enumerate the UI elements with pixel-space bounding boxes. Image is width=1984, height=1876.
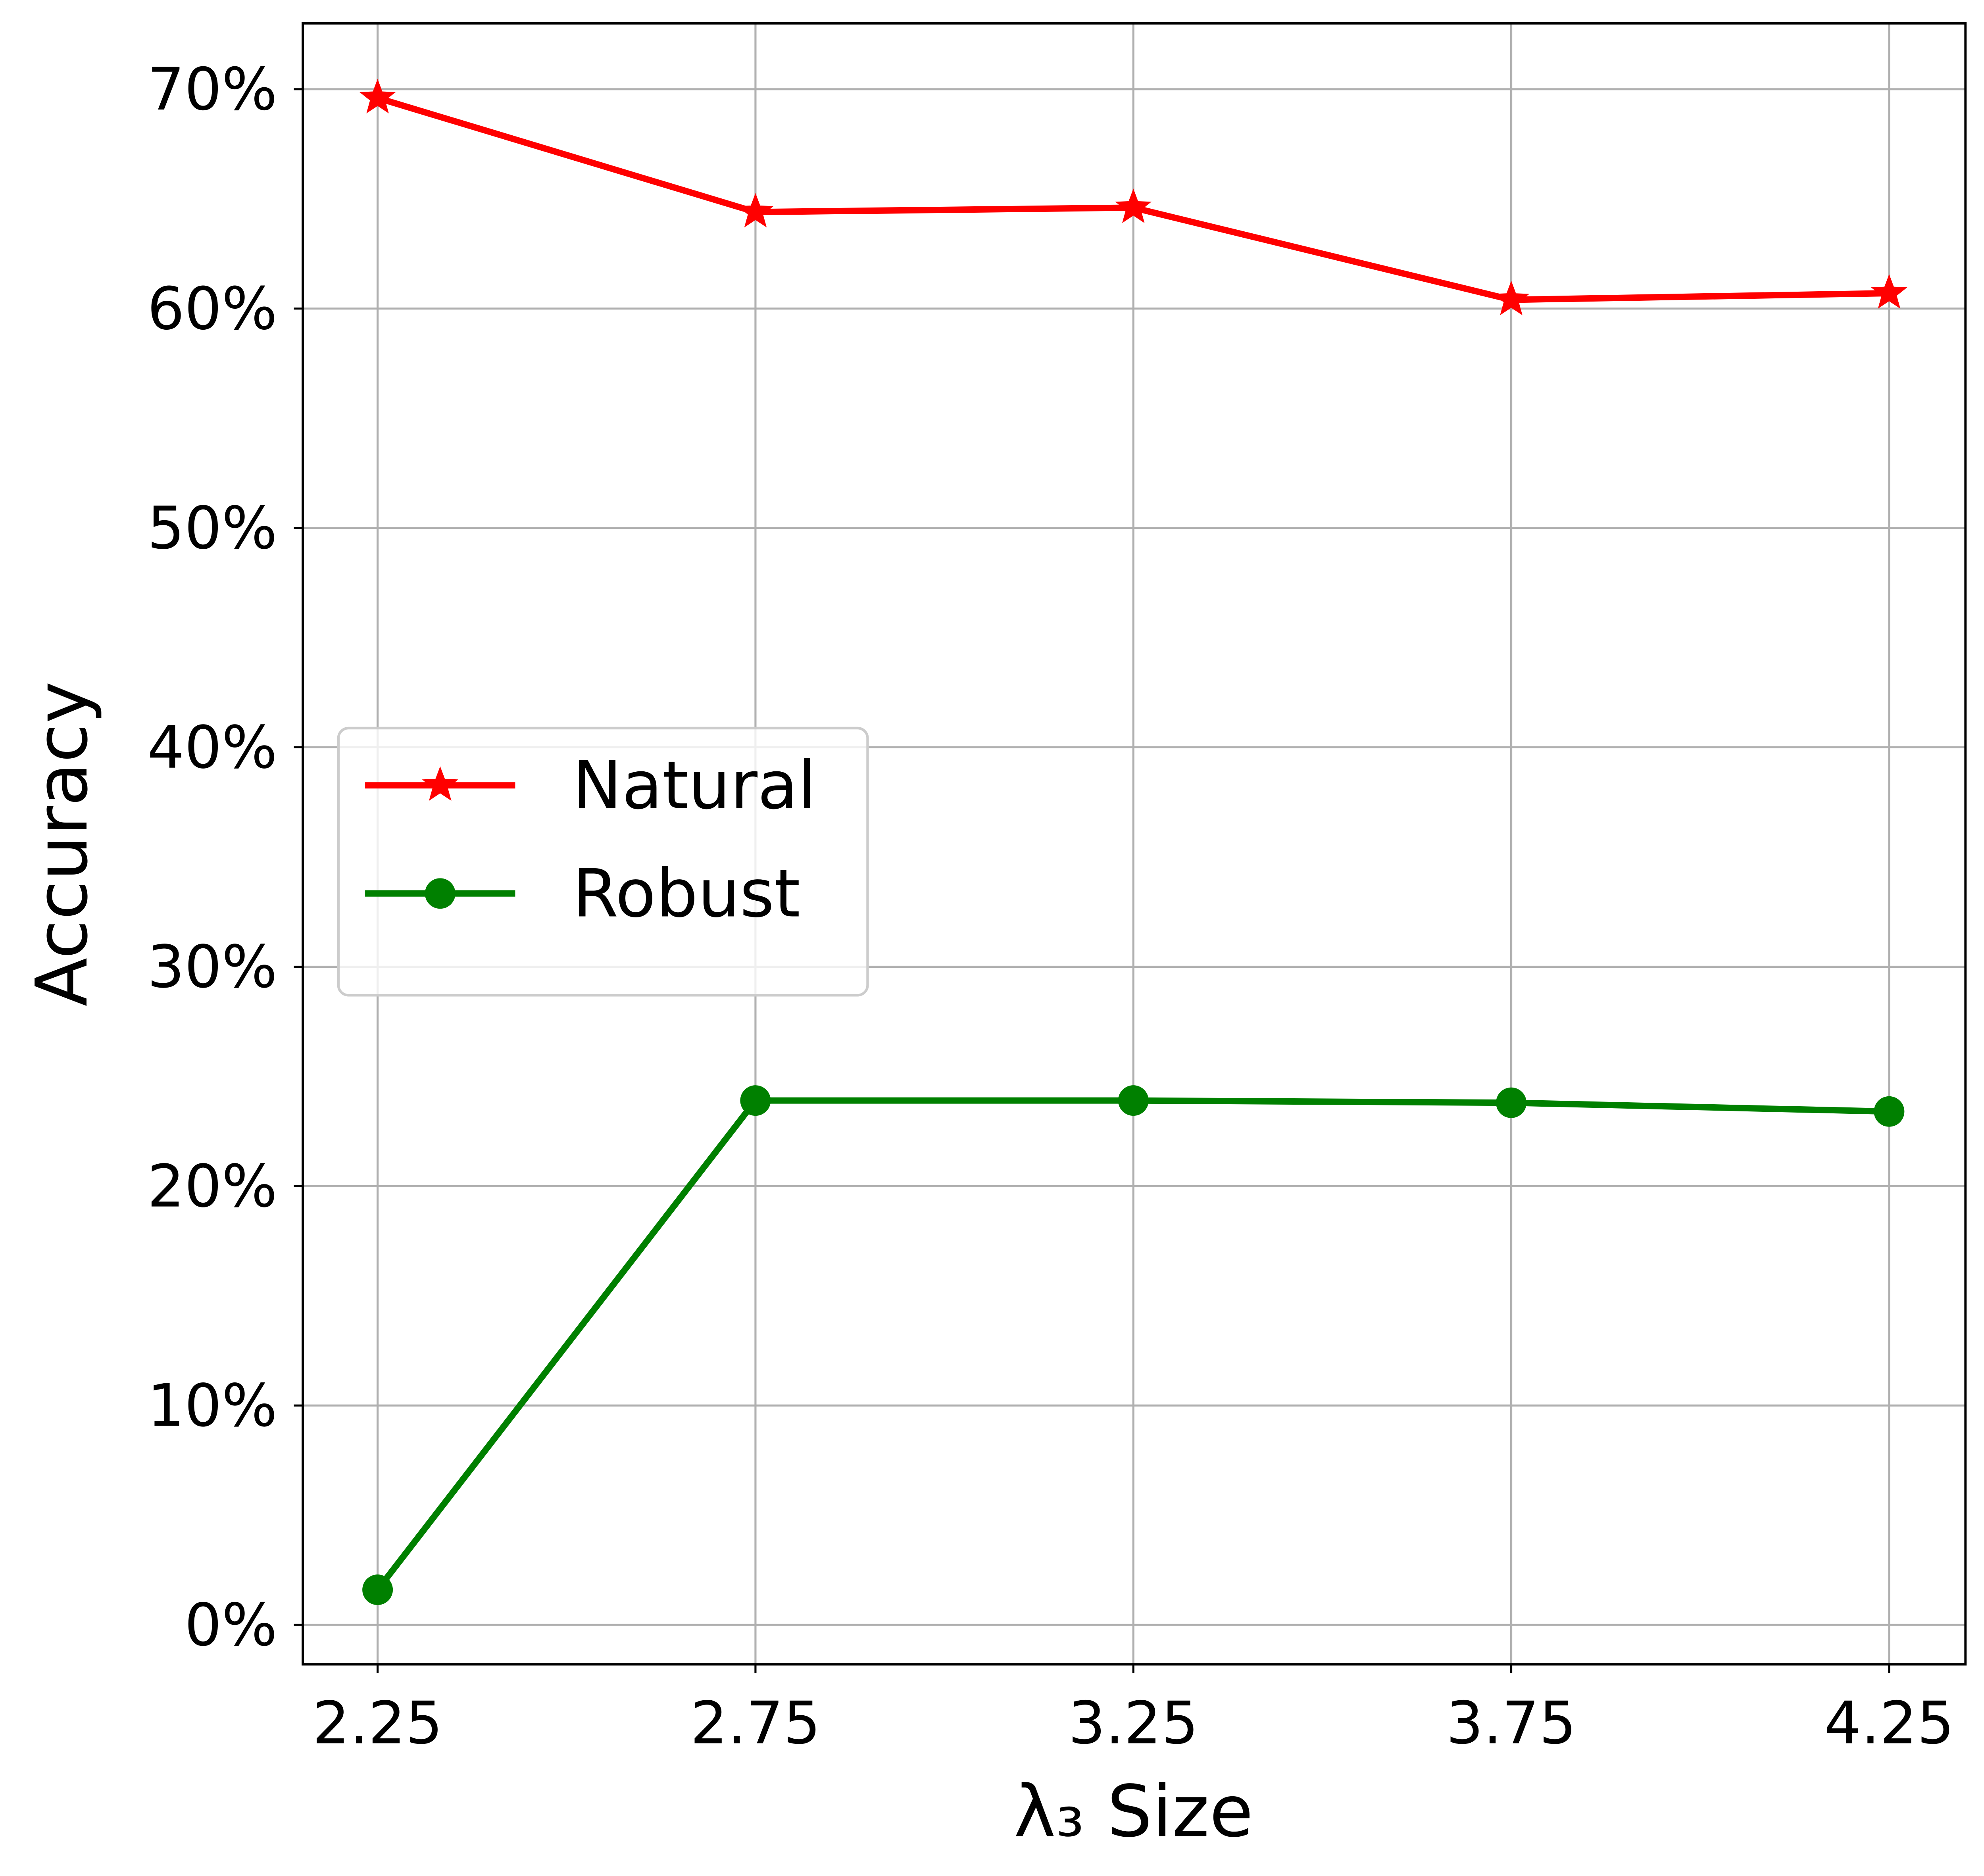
x-axis-label: λ₃ Size: [1014, 1770, 1253, 1853]
legend: Natural Robust: [337, 727, 869, 997]
plot-frame: [302, 22, 1967, 1666]
marker: [1115, 188, 1152, 223]
y-tick-label: 20%: [147, 1152, 277, 1221]
marker: [1118, 1085, 1149, 1116]
marker: [362, 1574, 393, 1605]
marker: [1496, 1087, 1527, 1118]
y-tick-label: 60%: [147, 275, 277, 343]
marker: [740, 1085, 771, 1116]
x-tick-label: 2.75: [690, 1689, 821, 1757]
legend-marker: [422, 766, 459, 801]
marker: [359, 79, 396, 113]
x-tick-label: 2.25: [312, 1689, 442, 1757]
y-tick-label: 50%: [147, 494, 277, 562]
x-tick-label: 3.25: [1068, 1689, 1198, 1757]
legend-marker: [425, 878, 456, 909]
y-tick-label: 10%: [147, 1371, 277, 1440]
y-tick-label: 40%: [147, 713, 277, 782]
legend-label: Natural: [573, 747, 817, 824]
marker: [1874, 1096, 1905, 1127]
x-tick-label: 3.75: [1446, 1689, 1576, 1757]
legend-label: Robust: [573, 855, 800, 932]
y-tick-label: 0%: [185, 1591, 277, 1659]
marker: [1493, 281, 1530, 315]
y-tick-label: 70%: [147, 55, 277, 123]
x-tick-label: 4.25: [1824, 1689, 1954, 1757]
marker: [737, 193, 774, 228]
y-axis-label: Accuracy: [21, 681, 104, 1007]
y-tick-label: 30%: [147, 933, 277, 1001]
legend-frame: [337, 727, 869, 997]
marker: [1871, 274, 1907, 309]
